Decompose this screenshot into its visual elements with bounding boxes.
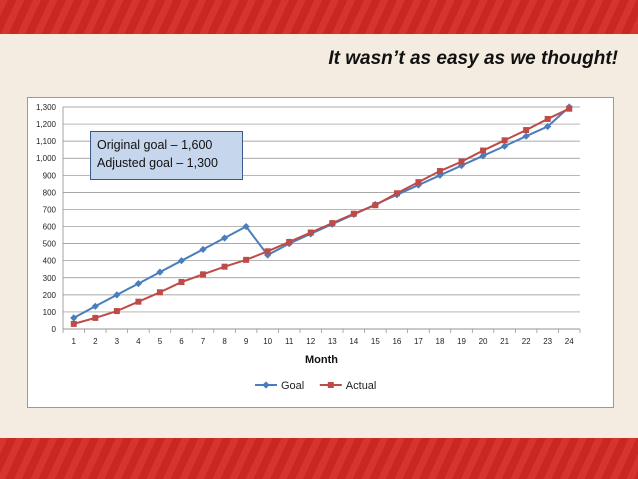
- x-tick-label: 24: [565, 337, 574, 346]
- x-axis-title: Month: [305, 354, 338, 366]
- goal-point: [522, 132, 530, 140]
- goal-point: [70, 314, 78, 322]
- goal-point: [91, 302, 99, 310]
- legend-goal-label: Goal: [281, 380, 304, 392]
- actual-point: [393, 190, 400, 197]
- x-tick-label: 2: [93, 337, 98, 346]
- actual-point: [135, 298, 142, 305]
- actual-point: [286, 238, 293, 245]
- actual-point: [70, 320, 77, 327]
- x-tick-label: 3: [115, 337, 120, 346]
- x-tick-label: 8: [222, 337, 227, 346]
- actual-point: [523, 127, 530, 134]
- x-tick-label: 1: [72, 337, 77, 346]
- goal-point: [177, 257, 186, 265]
- x-tick-label: 19: [457, 337, 466, 346]
- x-tick-label: 18: [436, 337, 445, 346]
- y-tick-label: 700: [43, 205, 57, 214]
- actual-point: [372, 202, 379, 209]
- x-tick-label: 16: [392, 337, 401, 346]
- goal-point: [242, 222, 250, 231]
- x-tick-label: 13: [328, 337, 337, 346]
- goal-point: [113, 291, 121, 299]
- legend-actual-marker: [327, 382, 334, 388]
- legend-goal-marker: [262, 381, 270, 389]
- x-tick-label: 15: [371, 337, 380, 346]
- x-tick-label: 22: [522, 337, 531, 346]
- actual-point: [480, 147, 487, 154]
- actual-point: [501, 137, 508, 144]
- y-tick-label: 1,200: [36, 120, 57, 129]
- goal-point: [156, 268, 164, 276]
- actual-point: [92, 314, 99, 321]
- actual-point: [200, 271, 207, 278]
- actual-point: [415, 179, 422, 186]
- x-tick-label: 10: [263, 337, 272, 346]
- actual-point: [156, 289, 163, 296]
- goal-series-line: [73, 106, 570, 319]
- actual-point: [350, 210, 357, 217]
- y-tick-label: 800: [43, 188, 57, 197]
- x-tick-label: 6: [179, 337, 184, 346]
- x-tick-label: 23: [543, 337, 552, 346]
- annotation-line-original: Original goal – 1,600: [97, 138, 213, 152]
- legend-actual-label: Actual: [346, 380, 377, 392]
- actual-point: [566, 105, 573, 112]
- y-tick-label: 600: [43, 223, 57, 232]
- y-tick-label: 1,100: [36, 137, 57, 146]
- goal-annotation-box: Original goal – 1,600 Adjusted goal – 1,…: [90, 131, 243, 180]
- y-tick-label: 0: [52, 325, 57, 334]
- x-tick-label: 11: [285, 337, 294, 346]
- bottom-banner: [0, 438, 638, 479]
- actual-point: [329, 220, 336, 227]
- y-tick-label: 900: [43, 171, 57, 180]
- actual-point: [264, 248, 271, 255]
- x-tick-label: 20: [479, 337, 488, 346]
- actual-point: [458, 158, 465, 165]
- actual-point: [113, 308, 120, 315]
- actual-series-line: [73, 107, 570, 325]
- x-tick-label: 12: [306, 337, 315, 346]
- top-banner: [0, 0, 638, 34]
- x-tick-label: 9: [244, 337, 249, 346]
- y-tick-label: 500: [43, 240, 57, 249]
- y-tick-label: 300: [43, 274, 57, 283]
- y-tick-label: 1,300: [36, 103, 57, 112]
- x-tick-label: 17: [414, 337, 423, 346]
- x-tick-label: 14: [349, 337, 358, 346]
- goal-point: [544, 122, 552, 131]
- goal-point: [199, 245, 207, 254]
- y-tick-label: 200: [43, 291, 57, 300]
- goal-point: [134, 279, 142, 288]
- actual-point: [178, 279, 185, 286]
- actual-point: [307, 229, 314, 236]
- x-tick-label: 21: [500, 337, 509, 346]
- y-tick-label: 100: [43, 308, 57, 317]
- y-tick-label: 400: [43, 257, 57, 266]
- goal-point: [501, 142, 509, 150]
- x-tick-label: 4: [136, 337, 141, 346]
- actual-point: [544, 115, 551, 122]
- y-tick-label: 1,000: [36, 154, 57, 163]
- actual-point: [243, 256, 250, 263]
- goal-point: [479, 152, 487, 160]
- actual-point: [436, 168, 443, 175]
- actual-point: [221, 263, 228, 270]
- goal-point: [220, 234, 229, 242]
- slide-title: It wasn’t as easy as we thought!: [328, 48, 618, 69]
- x-tick-label: 5: [158, 337, 163, 346]
- annotation-line-adjusted: Adjusted goal – 1,300: [97, 156, 218, 170]
- x-tick-label: 7: [201, 337, 206, 346]
